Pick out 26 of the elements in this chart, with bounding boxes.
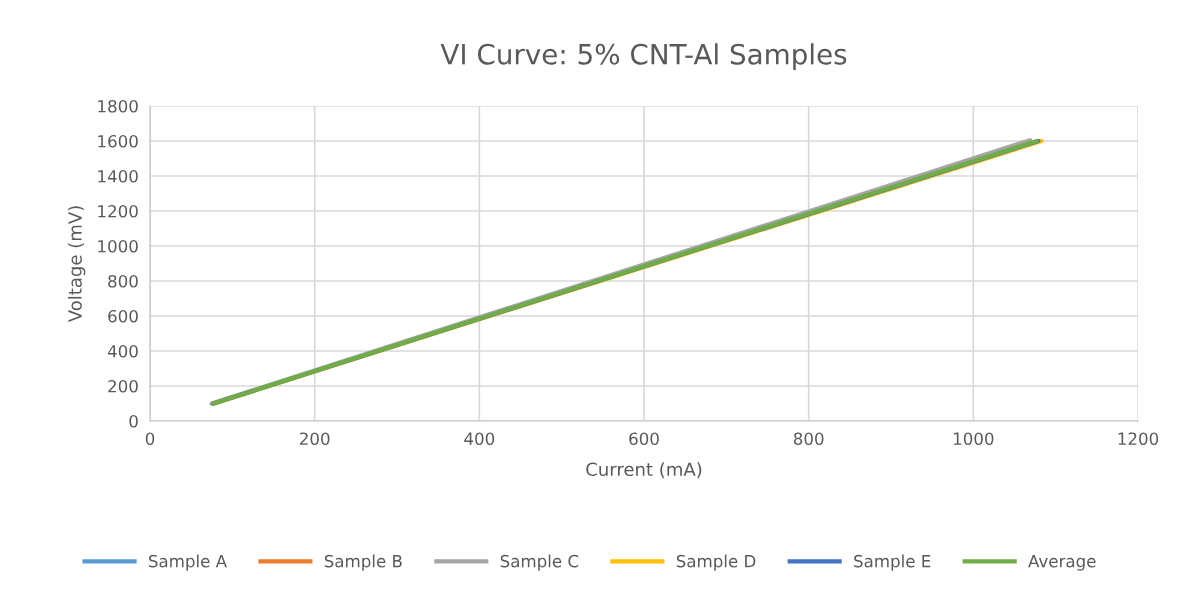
y-tick-label: 200	[108, 379, 138, 393]
y-axis-title: Voltage (mV)	[67, 206, 86, 323]
y-tick-label: 0	[129, 414, 138, 428]
x-tick-label: 200	[299, 432, 330, 446]
legend-label: Sample B	[324, 554, 402, 571]
legend-label: Sample A	[148, 554, 227, 571]
y-tick-label: 1200	[98, 204, 138, 218]
y-tick-label: 1400	[98, 169, 138, 183]
y-tick-label: 1000	[98, 239, 138, 253]
y-tick-label: 400	[107, 344, 138, 358]
x-axis-title: Current (mA)	[586, 462, 702, 479]
y-tick-label: 800	[108, 274, 138, 288]
y-tick-label: 600	[108, 309, 138, 323]
legend-label: Average	[1028, 555, 1096, 571]
legend-label: Sample E	[854, 554, 931, 571]
x-tick-label: 400	[464, 432, 495, 446]
x-tick-label: 800	[793, 432, 824, 446]
chart-title: VI Curve: 5% CNT-Al Samples	[440, 43, 847, 71]
legend-label: Sample D	[676, 554, 756, 571]
x-tick-label: 0	[145, 432, 155, 446]
legend-label: Sample C	[500, 554, 579, 571]
y-tick-label: 1800	[98, 99, 138, 113]
y-tick-label: 1600	[98, 134, 138, 148]
x-tick-label: 1000	[953, 432, 994, 446]
x-tick-label: 600	[629, 432, 659, 446]
x-tick-label: 1200	[1118, 432, 1159, 446]
